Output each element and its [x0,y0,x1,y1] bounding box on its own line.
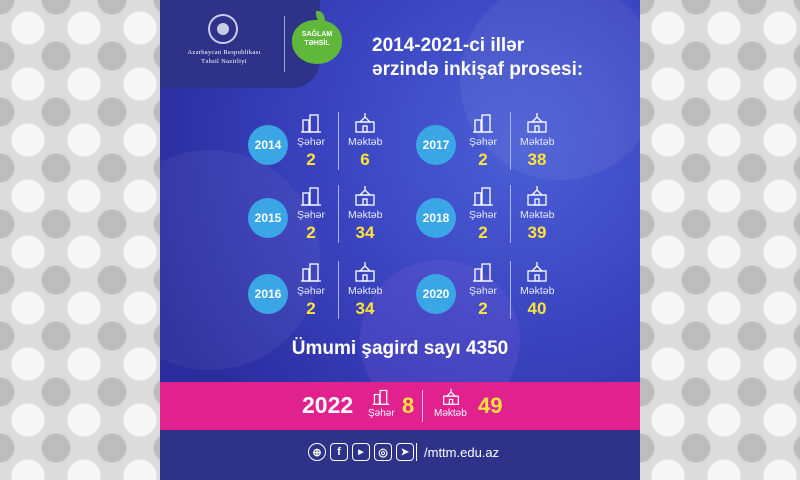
program-line1: SAĞLAM [301,31,333,38]
city-label: Şəhər [468,285,498,297]
column-divider [338,185,339,243]
footer-bar [160,430,640,480]
school-building-icon [527,186,547,206]
footer-divider [416,443,417,461]
city-buildings-icon [301,187,321,206]
school-label: Məktəb [520,285,555,297]
school-count: 38 [527,150,547,169]
year-badge: 2015 [248,198,288,238]
city-count: 2 [306,299,316,318]
school-building-icon [355,186,375,206]
logo-divider [284,16,285,72]
year-badge: 2020 [416,274,456,314]
city-buildings-icon [301,263,321,282]
column-divider [338,261,339,319]
year-badge: 2016 [248,274,288,314]
city-count: 2 [478,150,488,169]
website-link[interactable]: /mttm.edu.az [424,445,500,460]
city-buildings-icon [473,187,493,206]
city-buildings-icon [301,114,321,133]
city-count: 2 [478,223,488,242]
headline-line1: 2014-2021-ci illər [372,35,525,56]
headline: 2014-2021-ci illər ərzində inkişaf prose… [372,34,583,82]
highlight-band [160,382,640,430]
school-label: Məktəb [520,136,555,148]
year-badge: 2014 [248,125,288,165]
school-building-icon [527,113,547,133]
column-divider [510,185,511,243]
school-label: Məktəb [348,136,383,148]
program-name: SAĞLAM TƏHSİL [296,30,338,48]
youtube-icon[interactable]: ▶ [352,443,370,461]
school-building-icon [355,113,375,133]
highlight-city-label: Şəhər [368,408,395,419]
city-count: 2 [306,223,316,242]
city-buildings-icon [473,114,493,133]
telegram-icon[interactable]: ➤ [396,443,414,461]
year-badge: 2017 [416,125,456,165]
infographic-card: Azərbaycan Respublikası Təhsil Nazirliyi… [160,0,640,480]
school-count: 34 [355,299,375,318]
decor-circle [160,150,320,370]
highlight-year: 2022 [302,392,354,418]
background-pattern-right [640,0,800,480]
school-label: Məktəb [520,209,555,221]
city-buildings-icon [372,389,390,405]
total-students: Ümumi şagird sayı 4350 [291,338,509,359]
facebook-icon[interactable]: f [330,443,348,461]
program-line2: TƏHSİL [304,40,330,47]
instagram-icon[interactable]: ◎ [374,443,392,461]
year-badge: 2018 [416,198,456,238]
city-count: 2 [306,150,316,169]
school-label: Məktəb [348,285,383,297]
city-label: Şəhər [468,136,498,148]
headline-line2: ərzində inkişaf prosesi: [372,59,584,80]
apple-logo-icon [292,11,342,64]
school-count: 34 [355,223,375,242]
city-label: Şəhər [468,209,498,221]
column-divider [338,112,339,170]
city-label: Şəhər [296,136,326,148]
decor-circle [460,0,640,180]
column-divider [510,261,511,319]
city-buildings-icon [473,263,493,282]
ministry-name: Azərbaycan Respublikası Təhsil Nazirliyi [170,48,278,66]
ministry-line1: Azərbaycan Respublikası [187,49,261,56]
highlight-school-label: Məktəb [434,408,467,419]
city-count: 2 [478,299,488,318]
highlight-school-count: 49 [478,393,503,418]
globe-icon[interactable]: ⊕ [308,443,326,461]
school-count: 39 [527,223,547,242]
highlight-city-count: 8 [402,393,415,418]
city-label: Şəhər [296,209,326,221]
school-building-icon [355,262,375,282]
background-pattern-left [0,0,160,480]
school-count: 6 [360,150,370,169]
school-building-icon [527,262,547,282]
city-label: Şəhər [296,285,326,297]
school-building-icon [443,388,459,405]
column-divider [510,112,511,170]
school-count: 40 [527,299,547,318]
ministry-emblem-icon [208,14,238,44]
ministry-line2: Təhsil Nazirliyi [201,58,247,65]
school-label: Məktəb [348,209,383,221]
highlight-divider [422,390,423,422]
